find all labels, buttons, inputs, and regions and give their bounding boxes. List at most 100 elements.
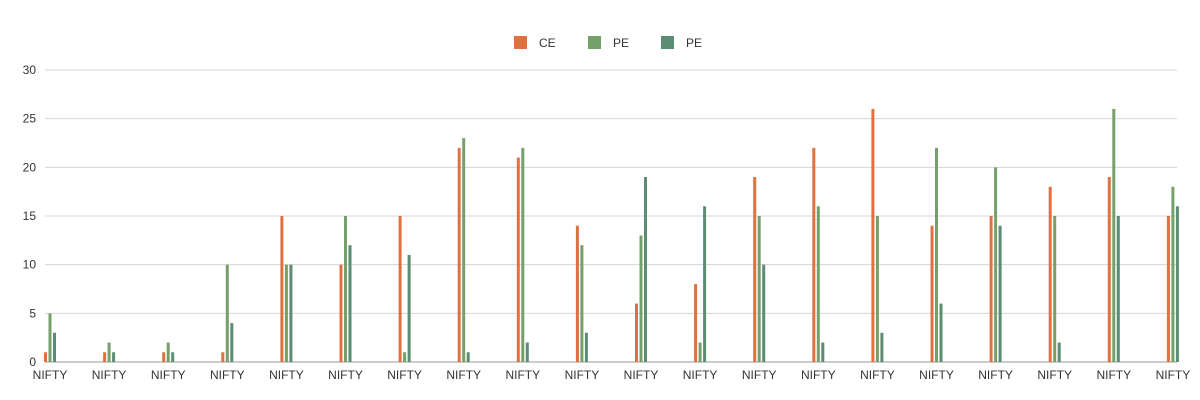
x-tick-label: NIFTY xyxy=(683,368,718,382)
bar-pe-2 xyxy=(230,323,234,362)
bar-pe-2 xyxy=(1175,206,1179,362)
bar-ce-0 xyxy=(339,264,343,362)
bar-ce-0 xyxy=(753,177,757,362)
legend-label: CE xyxy=(539,36,556,50)
x-tick-label: NIFTY xyxy=(92,368,127,382)
bar-ce-0 xyxy=(516,157,520,362)
bar-pe-1 xyxy=(284,264,288,362)
y-tick-label: 15 xyxy=(23,209,37,223)
bar-ce-0 xyxy=(989,216,993,362)
x-tick-label: NIFTY xyxy=(801,368,836,382)
bar-ce-0 xyxy=(812,147,816,362)
bar-pe-1 xyxy=(462,138,466,362)
bar-pe-2 xyxy=(466,352,470,362)
x-tick-label: NIFTY xyxy=(328,368,363,382)
bar-ce-0 xyxy=(1048,186,1052,362)
bar-ce-0 xyxy=(221,352,225,362)
x-tick-label: NIFTY xyxy=(446,368,481,382)
y-axis: 0 5 10 15 20 25 30 xyxy=(23,63,37,369)
y-tick-label: 20 xyxy=(23,160,37,174)
bar-pe-1 xyxy=(875,216,879,362)
bar-pe-2 xyxy=(525,342,529,362)
bar-pe-1 xyxy=(757,216,761,362)
bar-ce-0 xyxy=(694,284,698,362)
bar-pe-1 xyxy=(639,235,643,362)
bar-ce-0 xyxy=(103,352,107,362)
bar-ce-0 xyxy=(635,303,638,362)
bar-pe-2 xyxy=(821,342,825,362)
bar-pe-1 xyxy=(107,342,111,362)
bar-pe-1 xyxy=(935,147,938,362)
legend-label: PE xyxy=(613,36,629,50)
x-tick-label: NIFTY xyxy=(210,368,245,382)
bar-ce-0 xyxy=(44,352,47,362)
x-tick-label: NIFTY xyxy=(151,368,186,382)
x-tick-label: NIFTY xyxy=(505,368,540,382)
legend: CE PE PE xyxy=(514,36,702,50)
bar-ce-0 xyxy=(930,225,934,362)
bar-pe-1 xyxy=(1053,216,1057,362)
bar-pe-1 xyxy=(166,342,170,362)
x-tick-label: NIFTY xyxy=(269,368,304,382)
bar-ce-0 xyxy=(575,225,579,362)
bar-pe-1 xyxy=(698,342,702,362)
bar-pe-2 xyxy=(289,264,293,362)
bar-pe-1 xyxy=(344,216,347,362)
x-tick-label: NIFTY xyxy=(565,368,600,382)
x-tick-label: NIFTY xyxy=(33,368,68,382)
bar-pe-2 xyxy=(112,352,116,362)
bar-pe-1 xyxy=(816,206,820,362)
bar-ce-0 xyxy=(280,216,284,362)
bar-pe-2 xyxy=(1116,216,1120,362)
bar-ce-0 xyxy=(1166,216,1170,362)
bar-pe-2 xyxy=(1057,342,1061,362)
bar-ce-0 xyxy=(162,352,166,362)
y-tick-label: 10 xyxy=(23,258,37,272)
bar-pe-1 xyxy=(521,147,525,362)
x-tick-label: NIFTY xyxy=(919,368,954,382)
bar-pe-2 xyxy=(998,225,1002,362)
bar-pe-2 xyxy=(407,254,411,362)
x-tick-label: NIFTY xyxy=(624,368,659,382)
bar-pe-1 xyxy=(403,352,407,362)
x-tick-label: NIFTY xyxy=(1037,368,1072,382)
bar-pe-1 xyxy=(48,313,52,362)
y-tick-label: 30 xyxy=(23,63,37,77)
legend-swatch xyxy=(661,36,674,49)
bar-pe-2 xyxy=(348,245,352,362)
plot-area xyxy=(44,108,1179,362)
legend-swatch xyxy=(514,36,527,49)
bar-pe-2 xyxy=(939,303,943,362)
bar-pe-2 xyxy=(703,206,707,362)
bar-pe-2 xyxy=(762,264,766,362)
x-tick-label: NIFTY xyxy=(860,368,895,382)
legend-label: PE xyxy=(686,36,702,50)
bar-pe-1 xyxy=(1171,186,1175,362)
x-axis: NIFTY NIFTY NIFTY NIFTY NIFTY NIFTY NIFTY NIFTY… xyxy=(33,368,1191,382)
legend-swatch xyxy=(588,36,601,49)
y-tick-label: 0 xyxy=(29,355,36,369)
y-tick-label: 25 xyxy=(23,112,37,126)
y-tick-label: 5 xyxy=(29,306,36,320)
bar-pe-1 xyxy=(580,245,584,362)
bar-pe-2 xyxy=(584,332,588,362)
bar-pe-2 xyxy=(880,332,884,362)
bar-ce-0 xyxy=(398,216,402,362)
x-tick-label: NIFTY xyxy=(387,368,422,382)
bar-ce-0 xyxy=(1107,177,1111,362)
bar-pe-2 xyxy=(53,332,56,362)
x-tick-label: NIFTY xyxy=(742,368,777,382)
bar-pe-1 xyxy=(1112,108,1116,362)
x-tick-label: NIFTY xyxy=(1156,368,1191,382)
gridlines xyxy=(45,69,1177,363)
x-tick-label: NIFTY xyxy=(1096,368,1131,382)
bar-ce-0 xyxy=(457,147,461,362)
bar-pe-2 xyxy=(171,352,175,362)
bar-pe-1 xyxy=(994,167,998,362)
bar-ce-0 xyxy=(871,108,875,362)
bar-pe-1 xyxy=(225,264,229,362)
x-tick-label: NIFTY xyxy=(978,368,1013,382)
bar-pe-2 xyxy=(644,177,647,362)
